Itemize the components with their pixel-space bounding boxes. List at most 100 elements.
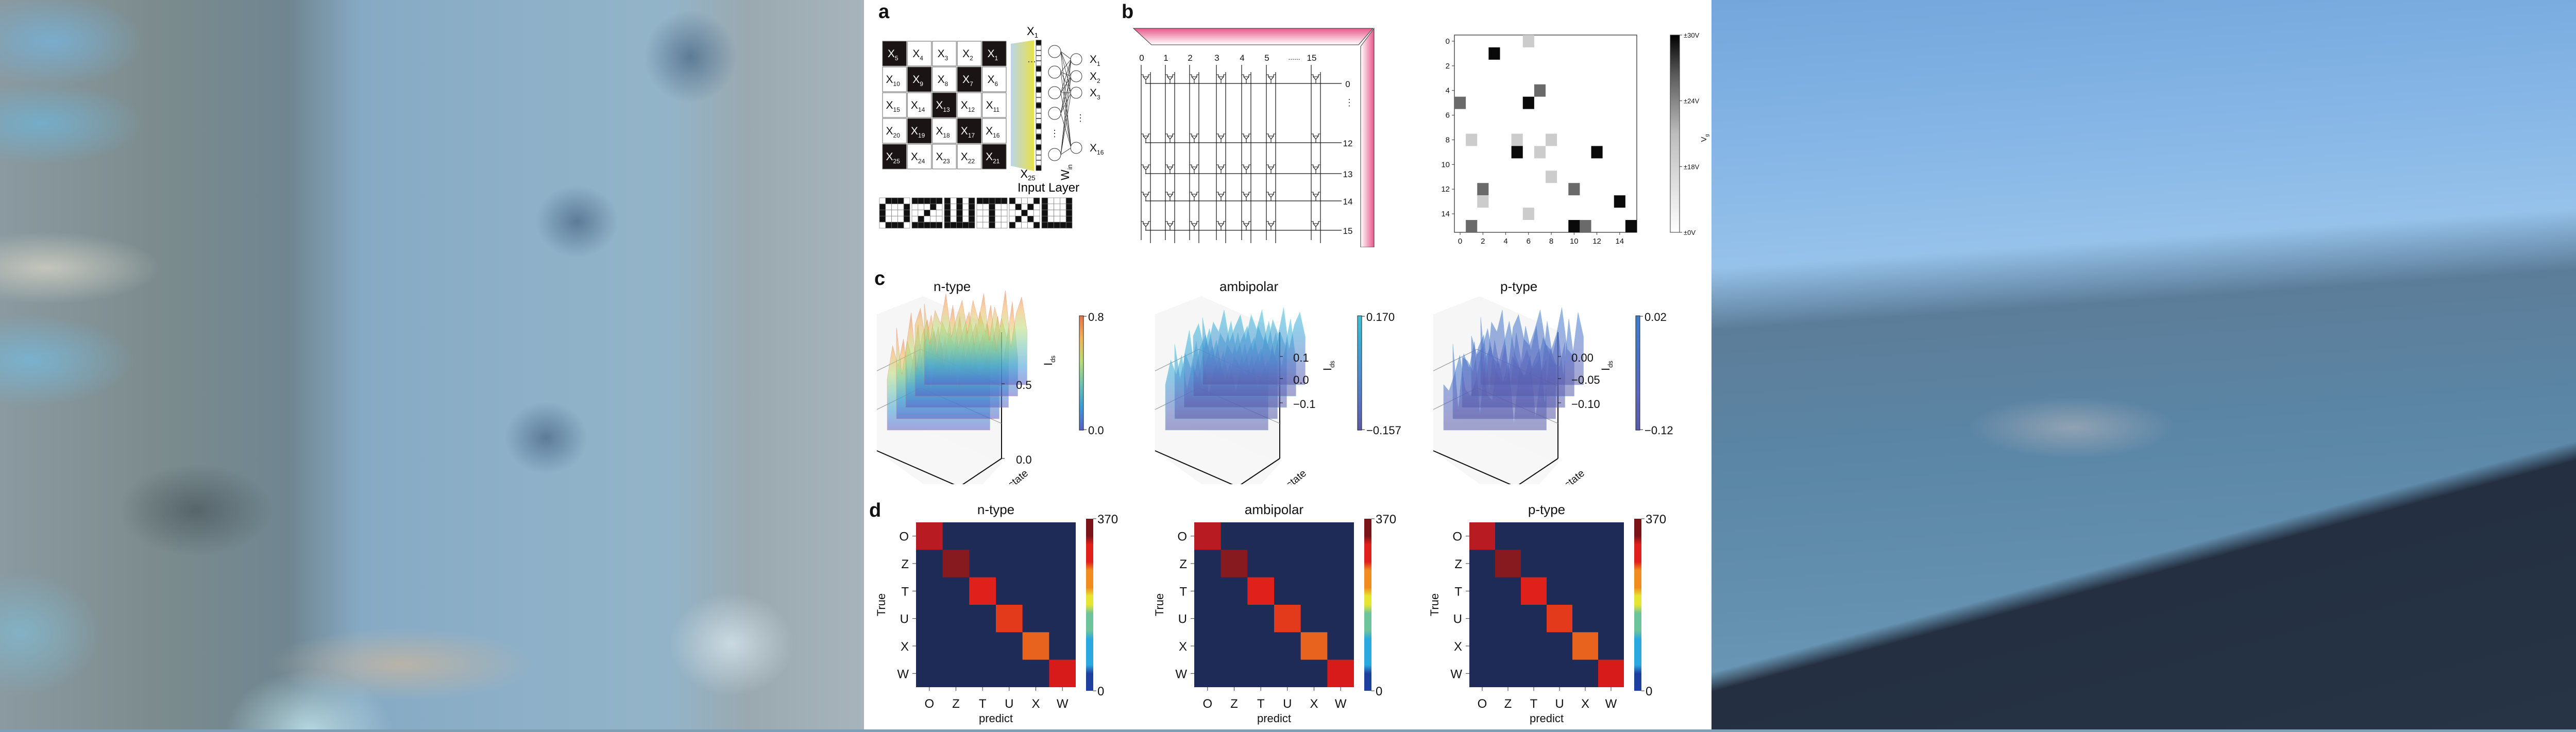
transistor-cell [1190,74,1199,83]
colorbar [1670,35,1680,233]
transistor-cell [1311,133,1320,143]
input-neuron [1048,107,1061,120]
letter-pixel [1033,222,1040,229]
letter-pixel [891,222,898,229]
transistor-symbol [1242,74,1251,83]
grid-line [1433,349,1478,371]
transistor-cell [1311,74,1320,83]
transistor-symbol [1216,164,1226,174]
grid-cell-label: X16 [986,125,1000,139]
transistor-symbol [1190,133,1199,143]
letter-pixel [879,216,886,223]
colorbar [1364,519,1371,691]
letter-pixel [1065,210,1073,216]
letter-pixel [976,216,984,223]
letter-pixel [936,210,943,216]
y-tick-label: 10 [1441,160,1450,169]
output-neuron-label: X3 [1090,87,1100,101]
row-label: 12 [1343,139,1353,148]
letter-pixel [930,210,937,216]
x-tick-label: W [1605,697,1617,711]
transistor-cell [1141,74,1150,83]
row-label: 0 [1345,79,1350,89]
letter-pixel [956,210,963,216]
vector-element [1036,129,1042,134]
x-tick-label: O [924,697,934,711]
letter-pixel [891,197,898,205]
heatmap-cell [1568,220,1580,232]
transistor-symbol [1266,74,1276,83]
transistor-symbol [1216,221,1226,230]
transistor-symbol [1165,192,1175,201]
letter-pixel [956,216,963,223]
letter-pixel [897,210,904,216]
colorbar [1086,519,1093,691]
transistor-symbol [1141,74,1150,83]
letter-pixel [1065,197,1073,205]
matrix-title: ambipolar [1245,502,1304,517]
surface-mesh [1165,307,1306,431]
letter-pixel [879,210,886,216]
res-state-axis [1237,458,1280,487]
weight-connection [1060,59,1072,93]
letter-pixel [1054,222,1060,229]
x-tick-label: U [1283,697,1292,711]
letter-pixel [918,197,924,205]
letter-pixel [1047,216,1054,223]
letter-pixel [911,210,919,216]
letter-pixel [962,210,969,216]
letter-pixel [911,222,919,229]
transistor-symbol [1165,133,1175,143]
x-tick-label: Z [952,697,960,711]
grid-cell [982,41,1007,66]
y-tick-label: W [1175,667,1187,681]
letter-pixel [1054,197,1060,205]
transistor-cell [1190,164,1199,174]
panel-a-diagram: X5 X4 X3 X2 X1 X10 X9 X8 X7 X6 X15 X14 X13 X12 X11 X20 X… [879,25,1104,229]
grid-cell [982,118,1007,144]
transistor-cell [1141,221,1150,230]
letter-pixel [989,197,995,205]
weight-label: Win [1059,164,1074,180]
column-label: 1 [1163,53,1168,63]
heatmap-cell [1534,146,1546,159]
letter-pixel [1015,197,1022,205]
transistor-symbol [1311,74,1320,83]
plot-title: p-type [1500,279,1537,294]
z-tick-label: −0.10 [1571,398,1600,411]
output-neuron-label: X1 [1090,54,1100,67]
vector-element [1036,61,1042,66]
transistor-symbol [1266,221,1276,230]
letter-pixel [950,197,957,205]
matrix-cell [1194,522,1221,550]
letter-pixel [995,197,1002,205]
weight-connection [1060,59,1072,73]
letter-pixel [1027,216,1034,223]
vector-element [1036,118,1042,124]
grid-cell [982,92,1007,118]
transistor-cell [1266,192,1276,201]
vector-ellipsis: ⋮ [1027,58,1036,66]
colorbar-tick-label: ±24V [1684,97,1700,105]
x-tick-label: 2 [1481,237,1485,246]
vector-element [1036,81,1042,87]
surface-strip [924,290,1027,385]
y-tick-label: O [1177,530,1187,544]
heatmap-cell [1488,47,1500,60]
row-ellipsis: ⋮ [1345,97,1354,108]
matrix-title: p-type [1528,502,1565,517]
x-tick-label: W [1335,697,1347,711]
letter-pixel [936,203,943,210]
z-axis-label: Ids [1599,361,1614,371]
grid-cell [932,66,957,92]
surface-strip [1480,307,1584,385]
output-ellipsis: ⋮ [1076,113,1085,123]
letter-pixel [1021,216,1028,223]
letter-pixel [995,210,1002,216]
transistor-cell [1165,164,1175,174]
letter-pixel [1041,203,1048,210]
letter-pixel [1009,216,1016,223]
grid-cell-label: X17 [961,125,975,139]
